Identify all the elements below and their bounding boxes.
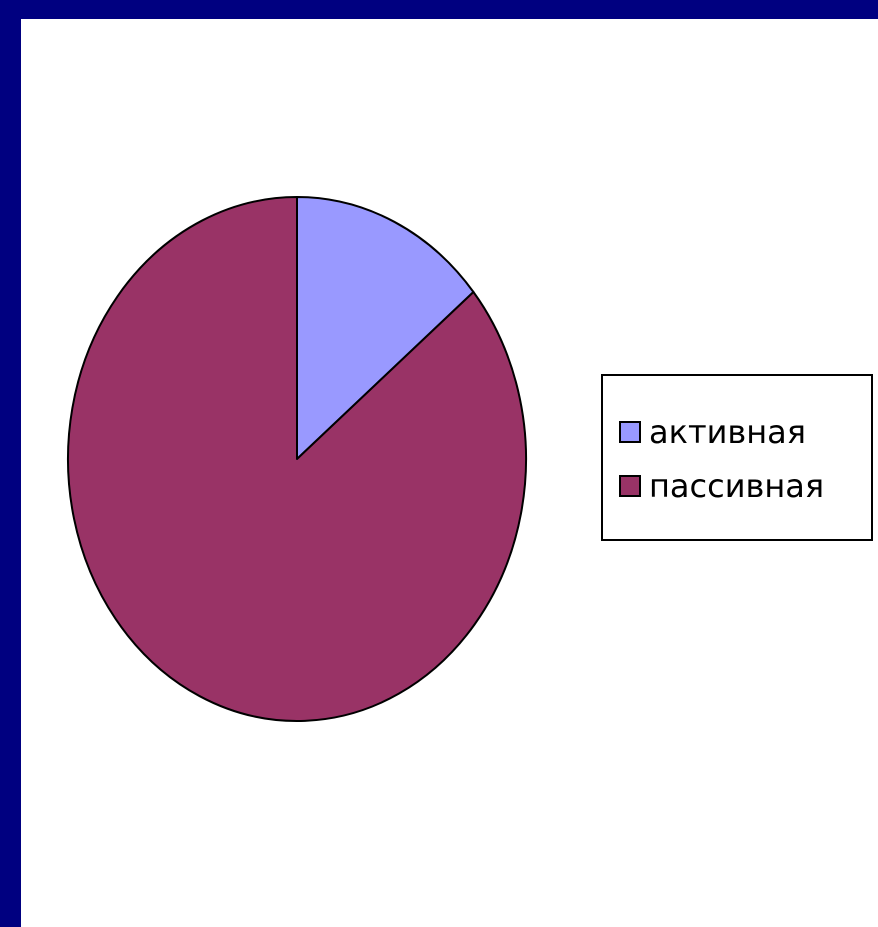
chart-legend: активная пассивная — [601, 374, 873, 541]
legend-label-passive: пассивная — [649, 467, 825, 505]
pie-slice-passive — [67, 196, 527, 722]
legend-swatch-passive — [619, 475, 641, 497]
legend-item-active: активная — [619, 412, 806, 452]
pie-slice-active — [296, 196, 475, 460]
chart-area: активная пассивная — [21, 19, 878, 927]
legend-label-active: активная — [649, 413, 807, 451]
pie-chart — [67, 196, 527, 722]
legend-item-passive: пассивная — [619, 466, 824, 506]
legend-swatch-active — [619, 421, 641, 443]
